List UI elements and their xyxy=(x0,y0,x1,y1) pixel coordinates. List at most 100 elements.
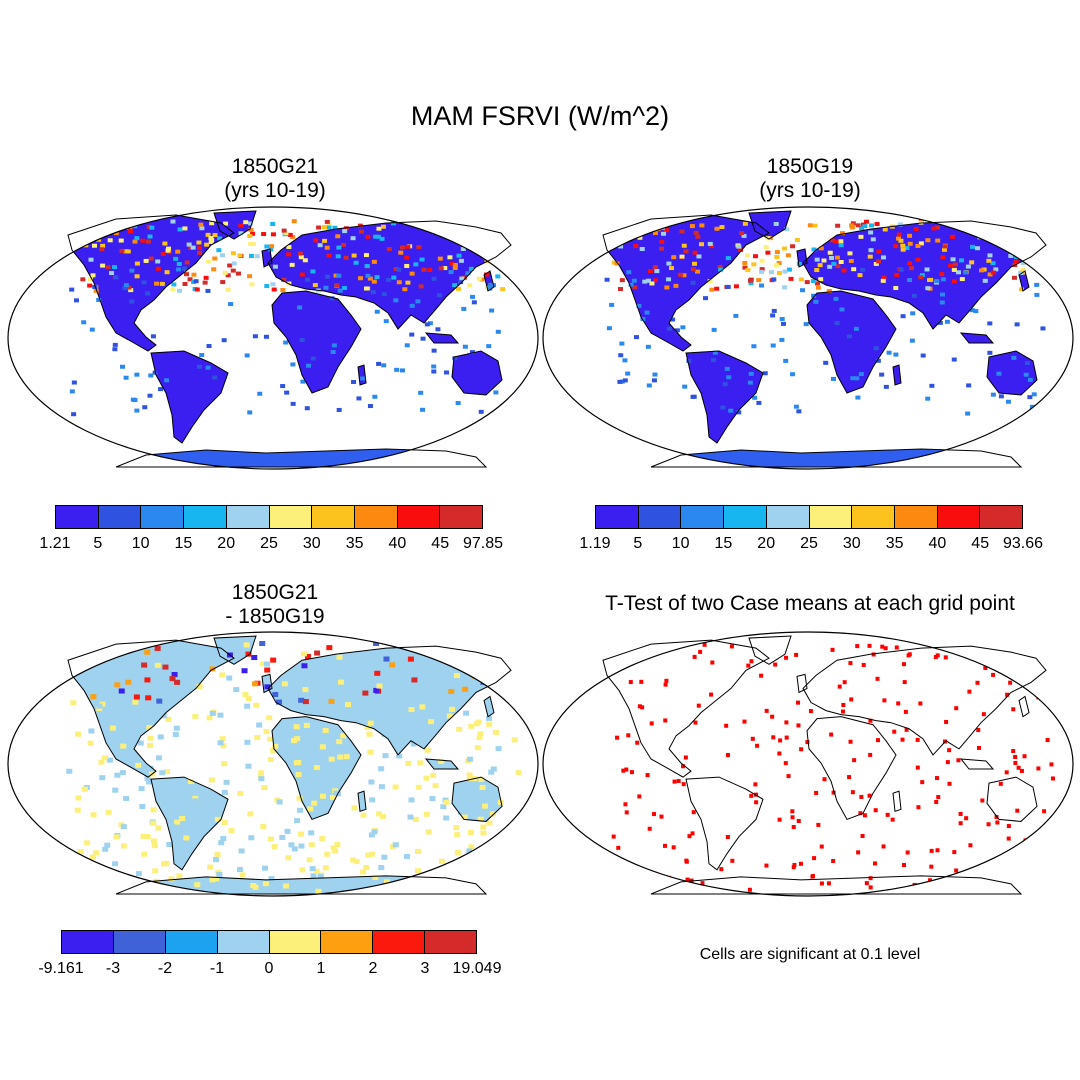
significant-cell xyxy=(794,652,799,657)
grid-cell xyxy=(146,699,153,705)
grid-cell xyxy=(270,282,276,287)
grid-cell xyxy=(612,221,618,226)
grid-cell xyxy=(122,249,128,254)
grid-cell xyxy=(233,687,240,693)
grid-cell xyxy=(93,883,100,889)
significant-cell xyxy=(623,802,628,807)
grid-cell xyxy=(243,642,250,648)
grid-cell xyxy=(313,765,320,771)
grid-cell xyxy=(846,334,852,339)
grid-cell xyxy=(987,253,993,258)
grid-cell xyxy=(707,241,713,246)
grid-cell xyxy=(474,745,481,751)
colorbar-tick-label: 40 xyxy=(388,535,407,552)
grid-cell xyxy=(471,864,478,870)
grid-cell xyxy=(416,245,422,250)
grid-cell xyxy=(420,336,426,341)
grid-cell xyxy=(609,302,615,307)
grid-cell xyxy=(867,254,873,259)
grid-cell xyxy=(711,327,717,332)
grid-cell xyxy=(1046,219,1052,224)
grid-cell xyxy=(756,278,762,283)
grid-cell xyxy=(1012,238,1018,243)
significant-cell xyxy=(645,773,650,778)
grid-cell xyxy=(409,271,415,276)
grid-cell xyxy=(150,820,157,826)
significant-cell xyxy=(626,733,631,738)
grid-cell xyxy=(423,775,430,781)
map-border xyxy=(7,631,539,897)
grid-cell xyxy=(515,770,522,776)
grid-cell xyxy=(652,265,658,270)
grid-cell xyxy=(833,239,839,244)
grid-cell xyxy=(818,246,824,251)
panel-title-line2: (yrs 10-19) xyxy=(759,179,861,202)
grid-cell xyxy=(651,378,657,383)
significant-cell xyxy=(649,873,654,878)
grid-cell xyxy=(127,228,133,233)
coastline xyxy=(892,364,902,386)
grid-cell xyxy=(374,275,380,280)
grid-cell xyxy=(301,663,308,669)
significant-cell xyxy=(770,714,775,719)
colorbar-tick-label: 2 xyxy=(368,960,378,977)
grid-cell xyxy=(409,303,415,308)
grid-cell xyxy=(270,222,276,227)
grid-cell xyxy=(457,885,464,891)
significant-cell xyxy=(672,779,677,784)
significant-cell xyxy=(663,682,668,687)
grid-cell xyxy=(90,273,96,278)
grid-cell xyxy=(196,246,202,251)
grid-cell xyxy=(302,687,309,693)
grid-cell xyxy=(332,848,339,854)
grid-cell xyxy=(810,279,816,284)
grid-cell xyxy=(973,309,979,314)
grid-cell xyxy=(173,725,180,731)
colorbar-tick-label: 5 xyxy=(633,535,643,552)
grid-cell xyxy=(376,683,383,689)
grid-cell xyxy=(371,259,377,264)
grid-cell xyxy=(511,737,518,743)
grid-cell xyxy=(407,656,414,662)
grid-cell xyxy=(653,278,659,283)
grid-cell xyxy=(324,851,331,857)
grid-cell xyxy=(784,227,790,232)
grid-cell xyxy=(384,879,391,885)
significant-cell xyxy=(1013,760,1018,765)
land-indonesia xyxy=(426,758,458,770)
grid-cell xyxy=(329,794,336,800)
grid-cell xyxy=(230,268,236,273)
grid-cell xyxy=(979,268,985,273)
grid-cell xyxy=(466,782,473,788)
grid-cell xyxy=(119,248,125,253)
grid-cell xyxy=(940,255,946,260)
grid-cell xyxy=(1018,287,1024,292)
significant-cell xyxy=(872,861,877,866)
grid-cell xyxy=(452,283,458,288)
grid-cell xyxy=(218,840,225,846)
grid-cell xyxy=(854,376,860,381)
grid-cell xyxy=(248,835,255,841)
grid-cell xyxy=(271,844,278,850)
significant-cell xyxy=(852,758,857,763)
colorbar-cell xyxy=(596,506,639,528)
grid-cell xyxy=(411,677,418,683)
grid-cell xyxy=(476,276,482,281)
grid-cell xyxy=(328,756,335,762)
grid-cell xyxy=(303,722,310,728)
grid-cell xyxy=(284,390,290,395)
grid-cell xyxy=(177,288,183,293)
grid-cell xyxy=(310,269,316,274)
land-madagascar xyxy=(358,791,366,812)
grid-cell xyxy=(944,319,950,324)
grid-cell xyxy=(915,257,921,262)
grid-cell xyxy=(296,795,303,801)
significant-cell xyxy=(856,850,861,855)
grid-cell xyxy=(636,303,642,308)
land-indonesia xyxy=(961,758,993,770)
grid-cell xyxy=(226,675,233,681)
grid-cell xyxy=(316,225,322,230)
grid-cell xyxy=(351,379,357,384)
grid-cell xyxy=(343,226,349,231)
grid-cell xyxy=(175,249,181,254)
